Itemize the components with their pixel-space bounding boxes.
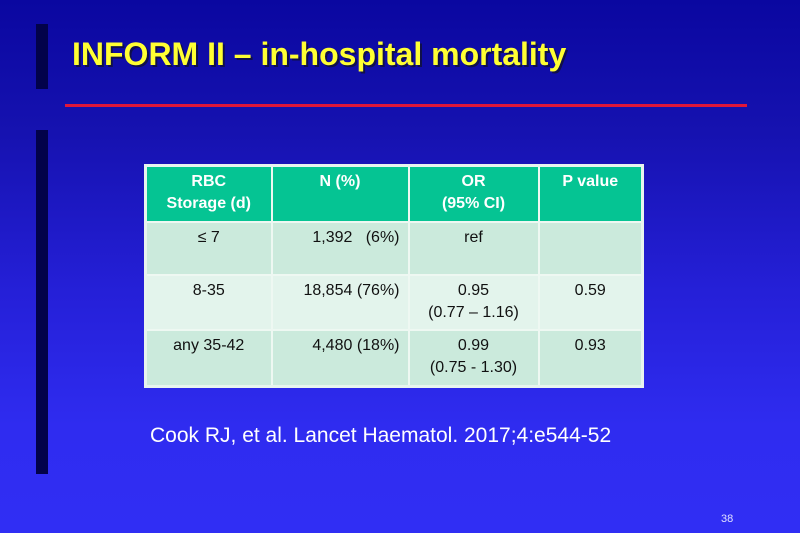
header-rbc-storage: RBC Storage (d) [144, 164, 273, 223]
cell-n-pct: 18,854 (76%) [270, 273, 410, 331]
title-divider [65, 104, 747, 107]
cell-or: ref [407, 220, 540, 276]
citation: Cook RJ, et al. Lancet Haematol. 2017;4:… [150, 424, 612, 447]
decorative-bar-bottom [36, 130, 48, 474]
cell-n-pct: 4,480 (18%) [270, 328, 410, 388]
table-row: any 35-42 4,480 (18%) 0.99 (0.75 - 1.30)… [144, 328, 644, 388]
table-header-row: RBC Storage (d) N (%) OR (95% CI) P valu… [144, 164, 644, 223]
cell-p-value: 0.93 [537, 328, 644, 388]
cell-or: 0.99 (0.75 - 1.30) [407, 328, 540, 388]
cell-or: 0.95 (0.77 – 1.16) [407, 273, 540, 331]
page-number: 38 [721, 513, 734, 525]
header-n-pct: N (%) [270, 164, 410, 223]
results-table: RBC Storage (d) N (%) OR (95% CI) P valu… [144, 164, 644, 388]
slide-title: INFORM II – in-hospital mortality [72, 36, 567, 72]
decorative-bar-top [36, 24, 48, 89]
header-or-ci: OR (95% CI) [407, 164, 540, 223]
cell-storage: any 35-42 [144, 328, 273, 388]
table-row: ≤ 7 1,392 (6%) ref [144, 220, 644, 276]
cell-storage: 8-35 [144, 273, 273, 331]
cell-storage: ≤ 7 [144, 220, 273, 276]
cell-p-value: 0.59 [537, 273, 644, 331]
table-row: 8-35 18,854 (76%) 0.95 (0.77 – 1.16) 0.5… [144, 273, 644, 331]
cell-n-pct: 1,392 (6%) [270, 220, 410, 276]
cell-p-value [537, 220, 644, 276]
header-p-value: P value [537, 164, 644, 223]
results-table-container: RBC Storage (d) N (%) OR (95% CI) P valu… [144, 164, 644, 388]
